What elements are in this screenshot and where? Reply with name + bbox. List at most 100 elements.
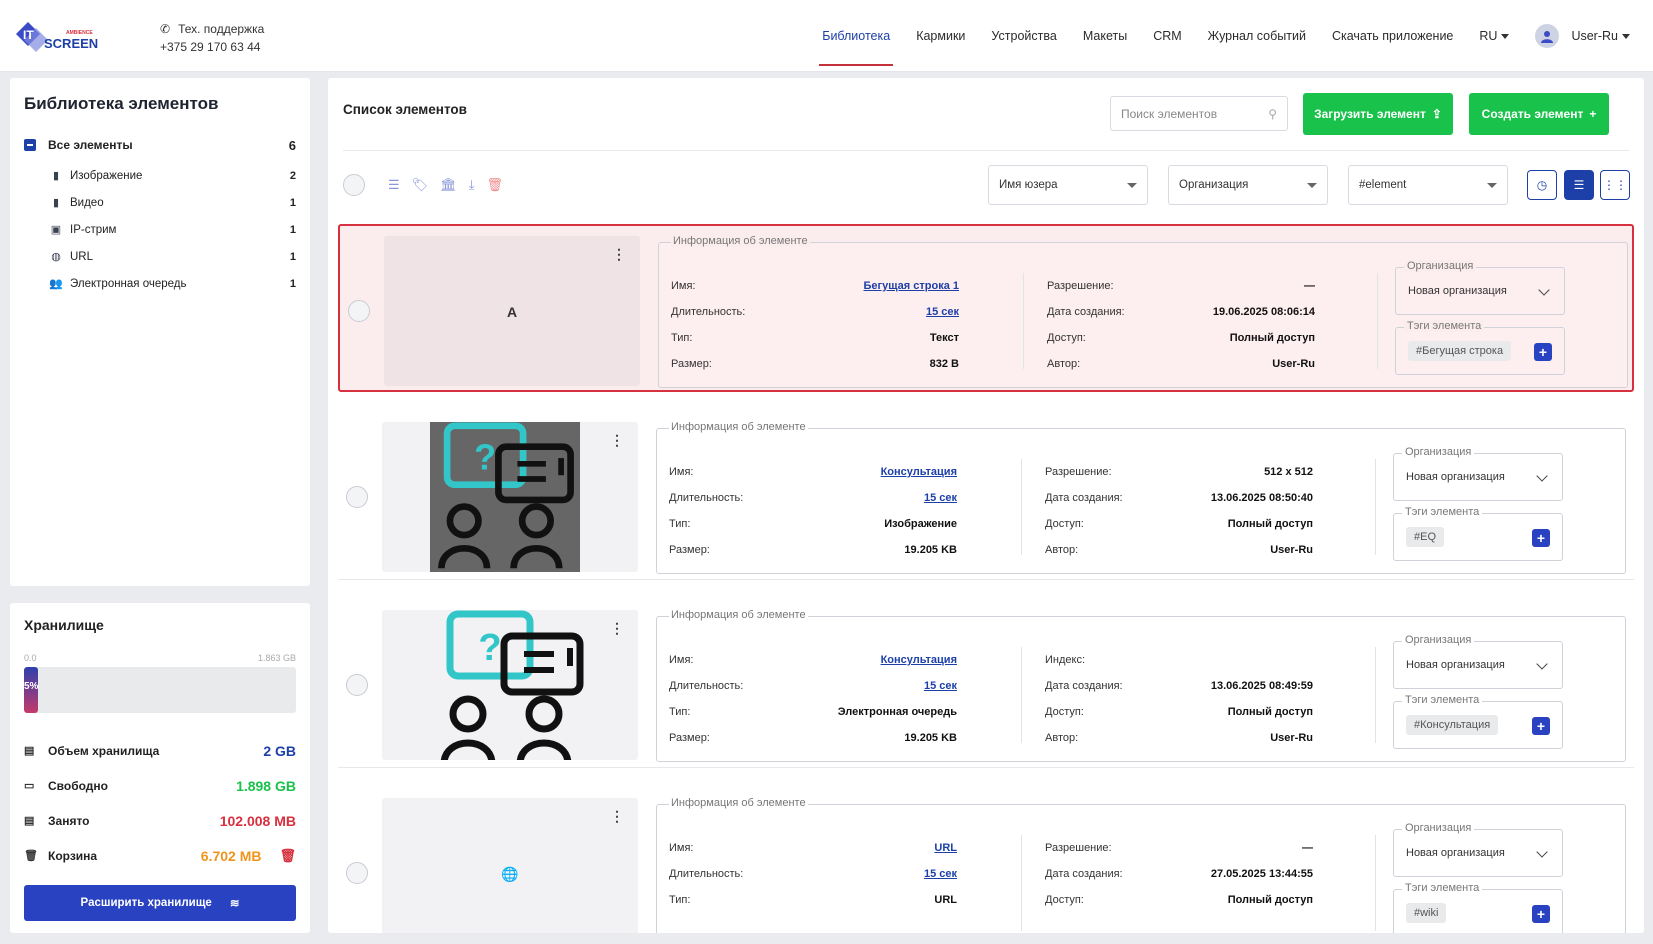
label-author: Автор: — [1045, 544, 1079, 556]
info-legend: Информация об элементе — [669, 609, 808, 621]
user-menu[interactable]: User-Ru — [1522, 0, 1643, 72]
more-options-icon[interactable]: ⋮ — [610, 620, 624, 636]
nav-crm[interactable]: CRM — [1153, 29, 1182, 43]
support-info: ✆ Тех. поддержка +375 29 170 63 44 — [160, 20, 264, 56]
add-tag-button[interactable]: + — [1532, 717, 1550, 735]
element-card[interactable]: ? ⋮ Информация об элементе Имя: Консультация… — [338, 600, 1634, 768]
card-checkbox[interactable] — [346, 674, 368, 696]
delete-icon[interactable]: 🗑 — [486, 177, 503, 192]
element-info: Информация об элементе Имя: Консультация Дл… — [656, 609, 1626, 762]
organization-select[interactable]: Организация Новая организация — [1393, 446, 1563, 501]
element-preview[interactable]: A ⋮ — [384, 236, 640, 386]
card-checkbox[interactable] — [346, 862, 368, 884]
language-select[interactable]: RU — [1466, 0, 1522, 72]
trash-icon: 🗑 — [24, 850, 38, 862]
add-tag-button[interactable]: + — [1532, 905, 1550, 923]
logo-it: IT — [23, 28, 34, 42]
upload-element-button[interactable]: Загрузить элемент ⇪ — [1303, 93, 1453, 135]
tree-item-image[interactable]: ▮ Изображение 2 — [24, 162, 296, 189]
search-input[interactable]: Поиск элементов ⚲ — [1110, 96, 1288, 131]
nav-layouts[interactable]: Макеты — [1082, 29, 1128, 43]
tag-chip[interactable]: #EQ — [1406, 527, 1445, 547]
tree-all-elements[interactable]: Все элементы 6 — [24, 134, 296, 156]
expand-storage-label: Расширить хранилище — [80, 897, 212, 909]
more-options-icon[interactable]: ⋮ — [610, 432, 624, 448]
add-tag-button[interactable]: + — [1532, 529, 1550, 547]
nav-karmiki[interactable]: Кармики — [916, 29, 966, 43]
label-created: Дата создания: — [1047, 306, 1125, 318]
info-legend: Информация об элементе — [671, 235, 810, 247]
element-name-link[interactable]: Консультация — [880, 466, 957, 478]
element-duration-link[interactable]: 15 сек — [923, 868, 957, 880]
divider — [1021, 835, 1022, 931]
tags-field: Тэги элемента #wiki + — [1393, 882, 1563, 933]
tag-chip[interactable]: #Бегущая строка — [1408, 341, 1512, 361]
element-access: Полный доступ — [1227, 518, 1313, 530]
more-options-icon[interactable]: ⋮ — [612, 246, 626, 262]
grid-view-button[interactable]: ⋮⋮ — [1600, 170, 1630, 200]
select-all-checkbox[interactable] — [343, 174, 365, 196]
element-duration-link[interactable]: 15 сек — [923, 680, 957, 692]
element-duration-link[interactable]: 15 сек — [923, 492, 957, 504]
download-icon[interactable]: ⤓ — [468, 177, 475, 192]
logo[interactable]: IT AMBIENCE SCREEN — [14, 20, 104, 56]
more-options-icon[interactable]: ⋮ — [610, 808, 624, 824]
element-preview[interactable]: 🌐 ⋮ — [382, 798, 638, 933]
recent-view-button[interactable]: ◷ — [1527, 170, 1557, 200]
tag-chip[interactable]: #Консультация — [1406, 715, 1499, 735]
expand-storage-button[interactable]: Расширить хранилище ≋ — [24, 885, 296, 921]
filter-org-select[interactable]: Организация — [1168, 165, 1328, 205]
empty-trash-icon[interactable]: 🗑 — [279, 847, 296, 863]
label-size: Размер: — [669, 544, 710, 556]
filter-tag-select[interactable]: #element — [1348, 165, 1508, 205]
element-card[interactable]: 🌐 ⋮ Информация об элементе Имя: URL Длительно… — [338, 788, 1634, 933]
element-name-link[interactable]: Бегущая строка 1 — [863, 280, 959, 292]
create-element-button[interactable]: Создать элемент + — [1469, 93, 1609, 135]
storage-total-value: 2 GB — [263, 742, 296, 759]
card-checkbox[interactable] — [346, 486, 368, 508]
label-created: Дата создания: — [1045, 680, 1123, 692]
nav-devices[interactable]: Устройства — [991, 29, 1057, 43]
tag-chip[interactable]: #wiki — [1406, 903, 1447, 923]
tree-item-video[interactable]: ▮ Видео 1 — [24, 189, 296, 216]
bank-icon[interactable]: 🏛 — [440, 177, 457, 192]
tree-item-url[interactable]: ◍ URL 1 — [24, 243, 296, 270]
list-view-button[interactable]: ☰ — [1564, 170, 1594, 200]
label-access: Доступ: — [1045, 518, 1084, 530]
label-duration: Длительность: — [669, 492, 744, 504]
element-card[interactable]: ? ⋮ Информация об элементе Имя: Консультация… — [338, 412, 1634, 580]
tags-legend: Тэги элемента — [1402, 882, 1483, 894]
tree-root-label: Все элементы — [48, 138, 133, 152]
collapse-icon[interactable] — [24, 139, 36, 151]
element-duration-link[interactable]: 15 сек — [925, 306, 959, 318]
element-type: URL — [934, 894, 957, 906]
element-name-link[interactable]: Консультация — [880, 654, 957, 666]
filter-user-select[interactable]: Имя юзера — [988, 165, 1148, 205]
organization-value: Новая организация — [1406, 659, 1505, 671]
nav-download-app[interactable]: Скачать приложение — [1331, 29, 1454, 43]
storage-total-row: ▤ Объем хранилища 2 GB — [24, 733, 296, 768]
tree-item-queue[interactable]: 👥 Электронная очередь 1 — [24, 270, 296, 297]
tag-icon[interactable]: 🏷 — [411, 177, 429, 192]
element-preview[interactable]: ? ⋮ — [382, 422, 638, 572]
tags-field: Тэги элемента #Консультация + — [1393, 694, 1563, 749]
nav-library[interactable]: Библиотека — [809, 0, 903, 72]
organization-select[interactable]: Организация Новая организация — [1393, 822, 1563, 877]
support-phone[interactable]: +375 29 170 63 44 — [160, 40, 261, 54]
add-tag-button[interactable]: + — [1534, 343, 1552, 361]
chevron-down-icon — [1536, 846, 1548, 858]
element-card[interactable]: A ⋮ Информация об элементе Имя: Бегущая стро… — [338, 224, 1634, 392]
divider — [1377, 273, 1378, 369]
element-preview[interactable]: ? ⋮ — [382, 610, 638, 760]
label-created: Дата создания: — [1045, 492, 1123, 504]
nav-event-log[interactable]: Журнал событий — [1207, 29, 1306, 43]
label-resolution: Разрешение: — [1045, 842, 1112, 854]
support-label: Тех. поддержка — [178, 22, 265, 36]
element-name-link[interactable]: URL — [934, 842, 957, 854]
tree-item-ip-stream[interactable]: ▣ IP-стрим 1 — [24, 216, 296, 243]
organization-select[interactable]: Организация Новая организация — [1395, 260, 1565, 315]
organization-value: Новая организация — [1408, 285, 1507, 297]
list-icon[interactable]: ☰ — [388, 177, 400, 192]
card-checkbox[interactable] — [348, 300, 370, 322]
organization-select[interactable]: Организация Новая организация — [1393, 634, 1563, 689]
